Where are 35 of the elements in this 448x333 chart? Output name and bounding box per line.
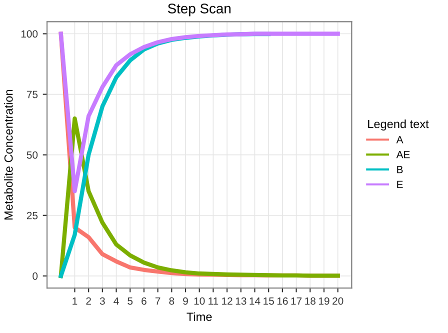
x-tick-label: 8 <box>169 297 174 305</box>
x-tick-label: 19 <box>318 297 330 305</box>
x-tick-label: 15 <box>264 297 274 305</box>
x-tick-label: 2 <box>86 297 91 305</box>
chart-title: Step Scan <box>168 4 231 16</box>
x-tick-label: 1 <box>72 297 78 305</box>
y-tick-label: 50 <box>26 151 38 159</box>
x-axis-title: Time <box>186 312 212 322</box>
x-tick-label: 17 <box>291 297 302 305</box>
y-axis-title: Metabolite Concentration <box>4 90 13 220</box>
line-series <box>58 32 340 194</box>
y-tick-label: 0 <box>32 272 38 280</box>
x-tick-label: 7 <box>155 297 160 305</box>
x-tick-label: 16 <box>277 297 288 305</box>
x-tick-label: 14 <box>250 297 260 305</box>
x-tick-label: 10 <box>194 297 205 305</box>
y-tick-label: 25 <box>26 212 38 220</box>
legend-label: A <box>396 136 404 144</box>
legend-label: AE <box>396 151 410 158</box>
x-tick-label: 3 <box>100 297 105 305</box>
legend-title: Legend text <box>368 120 429 131</box>
legend-label: E <box>397 180 403 188</box>
x-tick-label: 6 <box>142 297 146 305</box>
y-tick-label: 100 <box>21 30 38 38</box>
x-tick-label: 4 <box>114 297 119 305</box>
x-tick-label: 9 <box>183 297 188 305</box>
x-tick-label: 12 <box>222 297 232 305</box>
y-tick-label: 75 <box>26 90 38 98</box>
legend-label: B <box>397 166 403 174</box>
x-tick-label: 20 <box>332 297 344 305</box>
x-tick-label: 5 <box>128 297 133 305</box>
line-series <box>58 116 340 278</box>
x-tick-label: 18 <box>305 297 316 305</box>
x-tick-label: 11 <box>208 297 218 305</box>
x-tick-label: 13 <box>236 297 246 305</box>
